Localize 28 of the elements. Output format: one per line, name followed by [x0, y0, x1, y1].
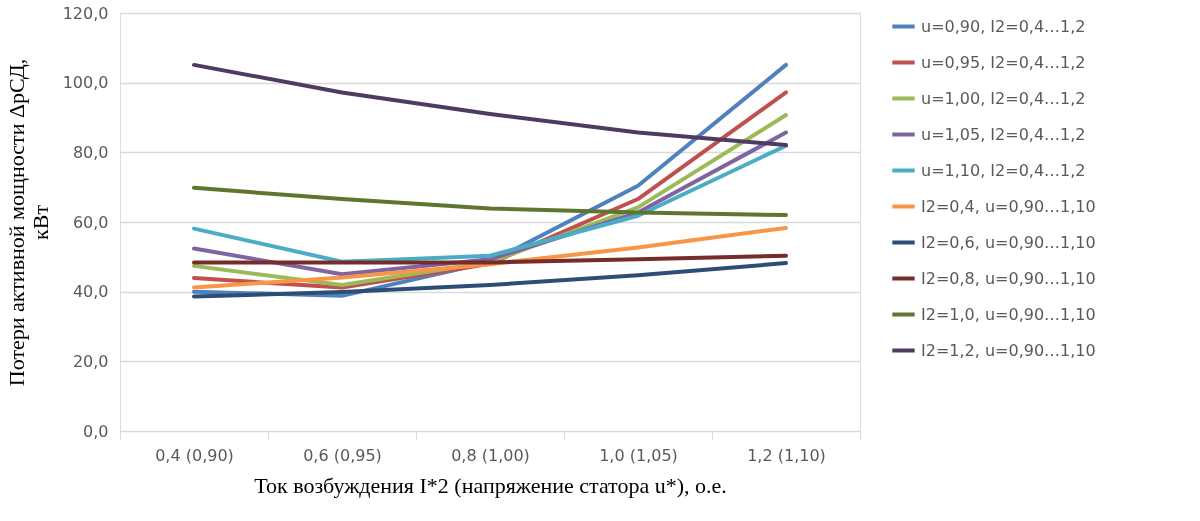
line-series	[192, 185, 788, 218]
y-tick-label: 20,0	[72, 351, 109, 371]
legend-label: I2=1,0, u=0,90…1,10	[921, 304, 1096, 324]
x-tick-label: 1,0 (1,05)	[599, 445, 678, 465]
y-tick-label: 120,0	[62, 3, 109, 23]
legend-label: I2=1,2, u=0,90…1,10	[921, 340, 1096, 360]
line-series	[192, 261, 788, 299]
legend-label: u=1,05, I2=0,4…1,2	[921, 124, 1086, 144]
x-tick-label: 0,8 (1,00)	[451, 445, 530, 465]
line-series	[192, 225, 788, 290]
y-tick-label: 80,0	[72, 142, 109, 162]
x-tick-label: 0,6 (0,95)	[303, 445, 382, 465]
y-tick-label: 60,0	[72, 212, 109, 232]
legend-label: I2=0,4, u=0,90…1,10	[921, 196, 1096, 216]
legend-label: u=1,00, I2=0,4…1,2	[921, 88, 1086, 108]
y-tick-label: 100,0	[62, 73, 109, 93]
legend-label: I2=0,8, u=0,90…1,10	[921, 268, 1096, 288]
line-series	[192, 62, 788, 148]
legend-label: u=1,10, I2=0,4…1,2	[921, 160, 1086, 180]
y-tick-label: 40,0	[72, 282, 109, 302]
x-tick-label: 1,2 (1,10)	[747, 445, 826, 465]
y-axis-title: Потери активной мощности ΔpСД, кВт	[3, 58, 53, 387]
legend-label: I2=0,6, u=0,90…1,10	[921, 232, 1096, 252]
legend-label: u=0,95, I2=0,4…1,2	[921, 52, 1086, 72]
legend-label: u=0,90, I2=0,4…1,2	[921, 16, 1086, 36]
y-tick-label: 0,0	[83, 421, 109, 441]
x-tick-label: 0,4 (0,90)	[155, 445, 234, 465]
x-axis-title: Ток возбуждения I*2 (напряжение статора u*), о.е.	[254, 472, 727, 498]
